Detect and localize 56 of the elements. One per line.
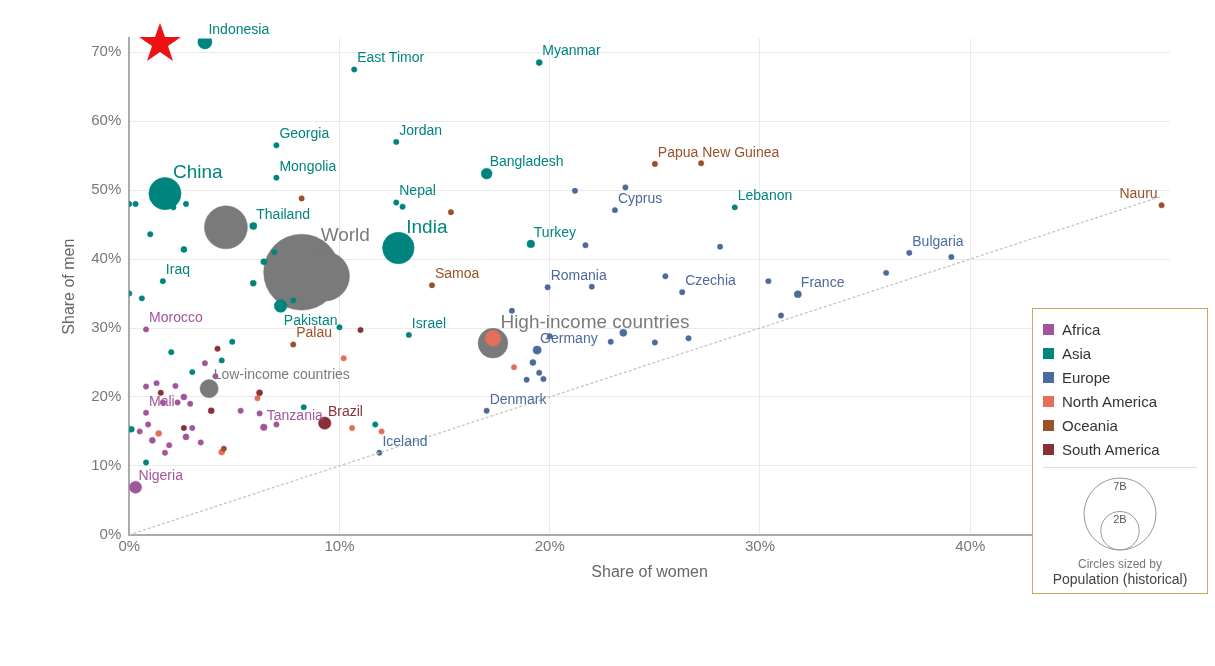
legend-label: 2B xyxy=(1113,513,1127,526)
x-tick-label: 40% xyxy=(955,536,986,554)
text: Population (historical) xyxy=(1051,570,1189,587)
annotation: Myanmar xyxy=(542,42,601,59)
y-tick-label: 30% xyxy=(91,318,122,336)
annotation: Denmark xyxy=(489,390,548,407)
annotation: Turkey xyxy=(533,223,577,240)
legend-label: Oceania xyxy=(1062,416,1118,434)
annotation: Cyprus xyxy=(617,189,663,206)
annotation: Nepal xyxy=(399,182,436,199)
annotation: Samoa xyxy=(434,265,480,282)
legend-label: Europe xyxy=(1062,368,1111,386)
annotation: Indonesia xyxy=(208,20,270,37)
annotation: Israel xyxy=(411,314,447,331)
annotation: France xyxy=(800,274,845,291)
annotation: Romania xyxy=(550,267,607,284)
annotation: East Timor xyxy=(357,49,425,66)
y-tick-label: 70% xyxy=(91,42,122,60)
text: Circles sized by xyxy=(1077,556,1163,571)
y-tick-label: 0% xyxy=(99,524,122,542)
y-tick-label: 10% xyxy=(91,456,122,474)
annotation: Nauru xyxy=(1119,185,1158,202)
annotation: Iraq xyxy=(165,260,190,277)
x-tick-label: 30% xyxy=(744,536,776,554)
legend-label: South America xyxy=(1062,440,1160,458)
annotation: Lebanon xyxy=(737,187,793,204)
annotation: India xyxy=(406,215,448,237)
x-axis-title: Share of women xyxy=(591,562,708,580)
y-tick-label: 20% xyxy=(91,387,122,405)
legend-label: North America xyxy=(1062,392,1158,410)
x-tick-label: 10% xyxy=(324,536,355,554)
legend-label: 7B xyxy=(1113,480,1127,492)
y-tick-label: 60% xyxy=(91,111,122,129)
annotation: Nigeria xyxy=(138,466,184,483)
annotation: Morocco xyxy=(149,309,203,326)
y-tick-label: 50% xyxy=(91,180,122,198)
annotation: Jordan xyxy=(399,121,443,138)
annotation: Czechia xyxy=(685,272,736,289)
annotation: China xyxy=(173,161,224,183)
legend-label: Asia xyxy=(1062,344,1092,362)
annotation: Tanzania xyxy=(266,407,324,424)
annotation: Papua New Guinea xyxy=(657,143,780,160)
annotation: Mongolia xyxy=(279,157,337,174)
annotation: Bangladesh xyxy=(489,153,564,170)
annotation: Bulgaria xyxy=(912,232,964,249)
annotation: Palau xyxy=(296,324,333,341)
annotation: Georgia xyxy=(279,125,330,142)
y-axis-title: Share of men xyxy=(60,238,78,335)
annotation: Brazil xyxy=(327,402,363,419)
annotation: Thailand xyxy=(256,205,310,222)
legend-label: Africa xyxy=(1062,320,1101,338)
annotation: Low-income countries xyxy=(213,366,350,383)
annotation: World xyxy=(320,224,370,246)
x-tick-label: 20% xyxy=(534,536,565,554)
y-tick-label: 40% xyxy=(91,249,122,267)
annotation: Iceland xyxy=(382,432,428,449)
